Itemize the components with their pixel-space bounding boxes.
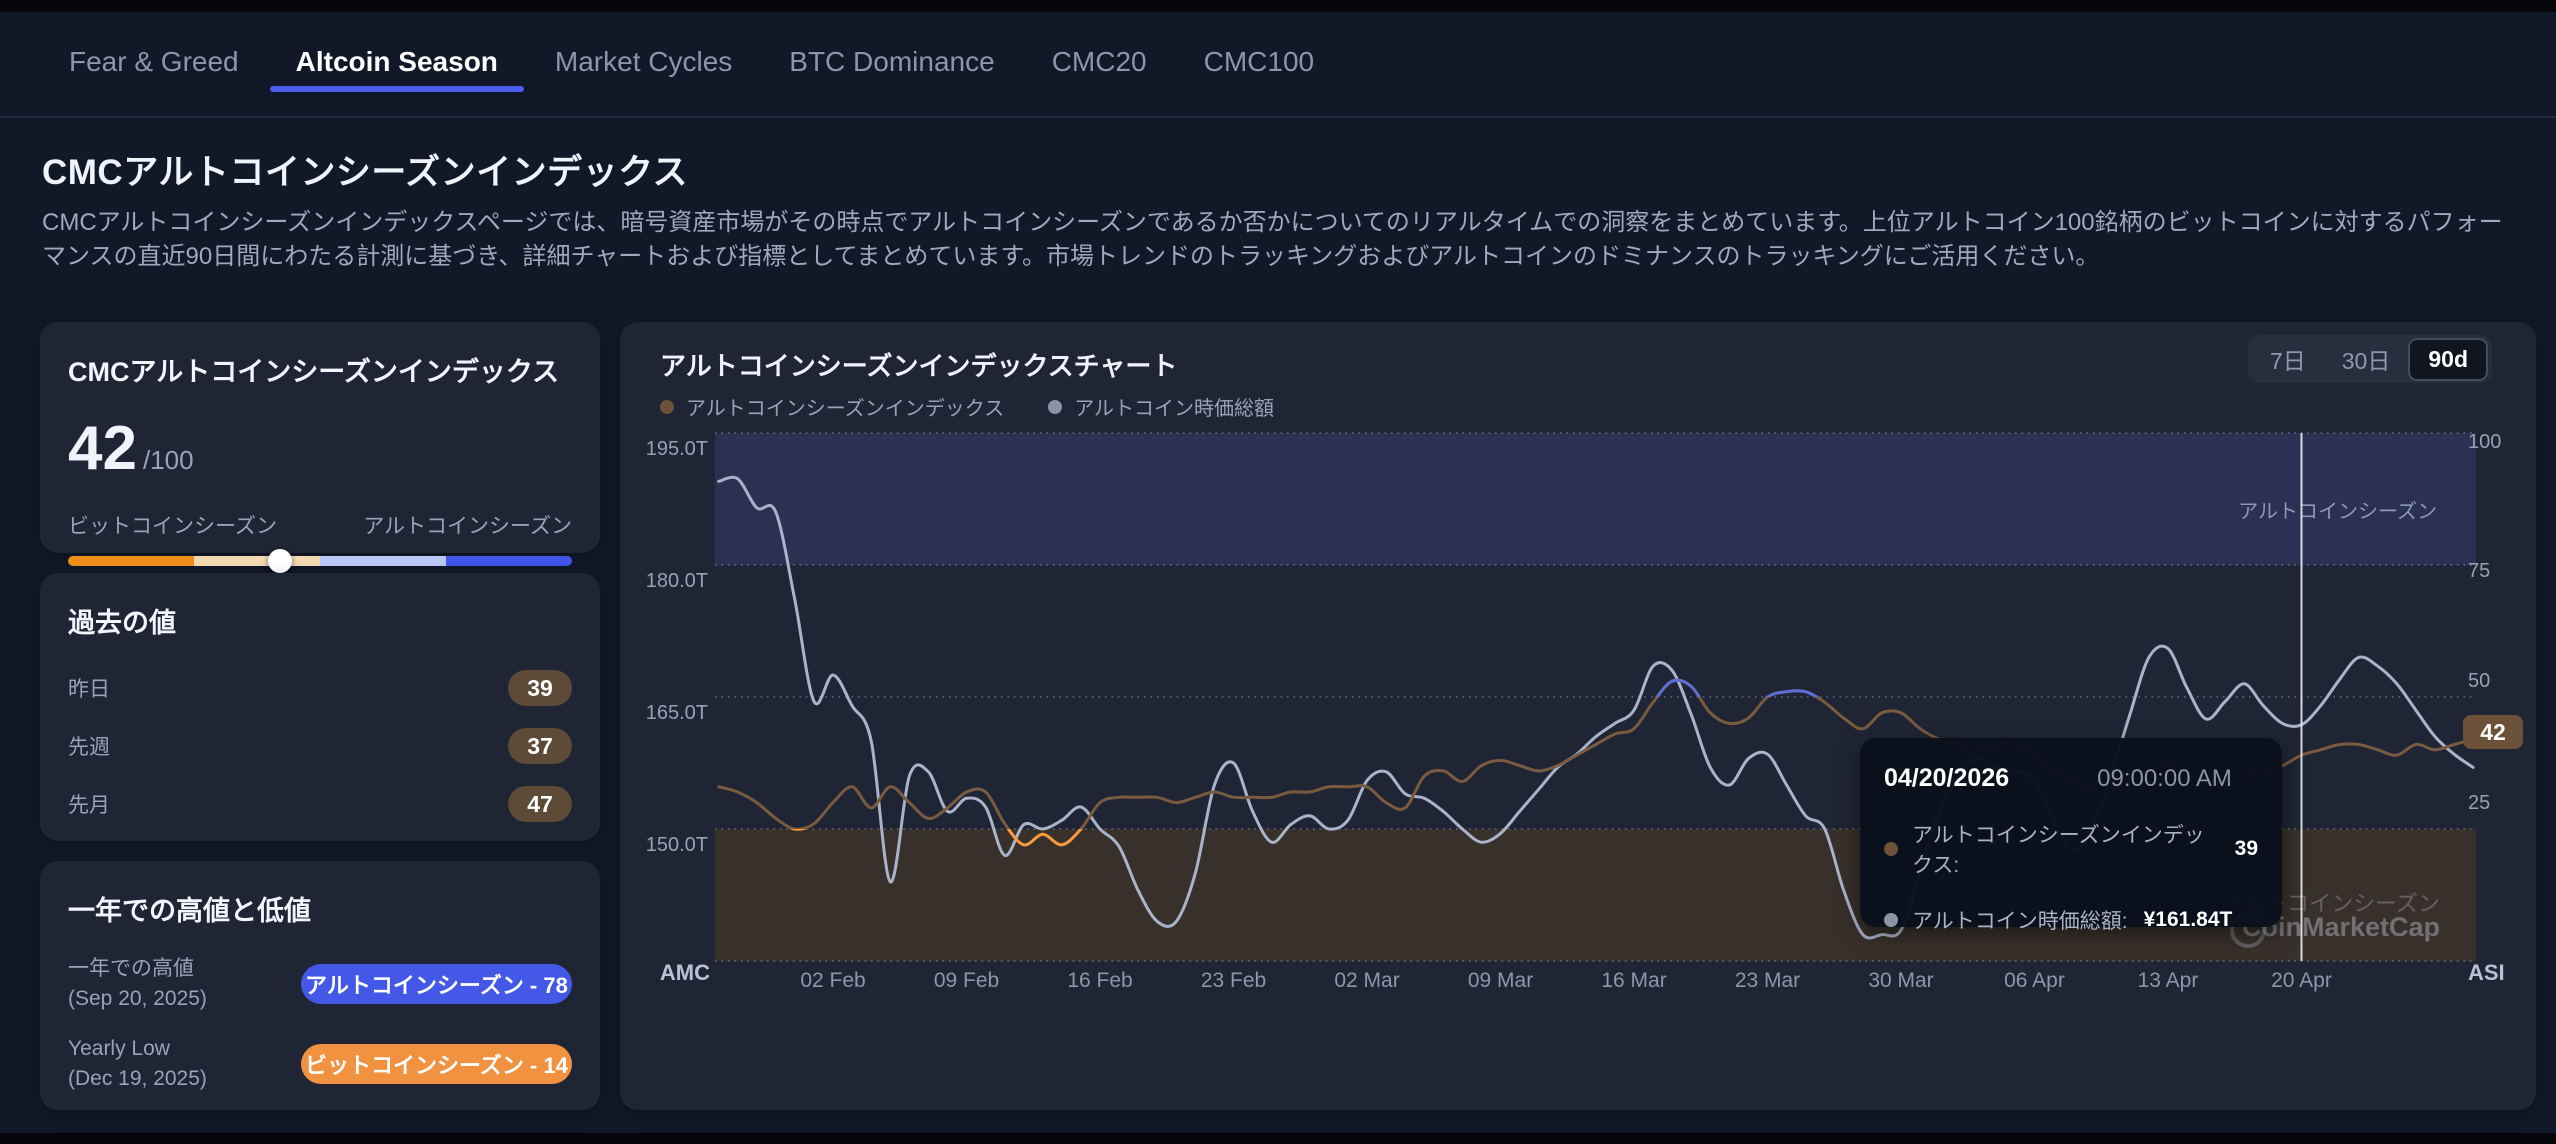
left-axis-tick: 195.0T [646, 438, 708, 460]
yearly-range-card: 一年での高値と低値 一年での高値 (Sep 20, 2025) アルトコインシーズン… [40, 861, 600, 1110]
time-range-button-group: 7日 30日 90d [2247, 335, 2492, 383]
season-gauge-knob[interactable] [267, 549, 292, 573]
marketcap-series-dot-icon [1884, 913, 1898, 927]
season-value-badge: ビットコインシーズン - 14 [301, 1044, 572, 1084]
history-row: 先月 47 [68, 786, 572, 822]
right-axis-tick: 100 [2468, 431, 2501, 453]
left-axis-tick: 150.0T [646, 834, 708, 856]
history-value-badge: 47 [508, 786, 572, 822]
range-button-90d[interactable]: 90d [2408, 337, 2488, 381]
yearly-range-row: Yearly Low (Dec 19, 2025) ビットコインシーズン - 14 [68, 1034, 572, 1094]
index-value-row: 42 /100 [68, 413, 572, 484]
right-axis-tick: 25 [2468, 792, 2490, 814]
index-value: 42 [68, 414, 137, 483]
page-description: CMCアルトコインシーズンインデックスページでは、暗号資産市場がその時点でアルト… [42, 209, 2503, 270]
right-axis-tick: 75 [2468, 560, 2490, 582]
yearly-range-row: 一年での高値 (Sep 20, 2025) アルトコインシーズン - 78 [68, 954, 572, 1014]
x-axis-tick: 30 Mar [1868, 969, 1933, 992]
chart-card: アルトコインシーズンインデックスチャート アルトコインシーズンインデックス アルト… [620, 322, 2536, 1110]
x-axis-tick: 09 Mar [1468, 969, 1533, 992]
tooltip-row-index: アルトコインシーズンインデックス: 39 [1884, 819, 2258, 879]
season-value-badge: アルトコインシーズン - 78 [301, 964, 572, 1004]
x-axis-tick: 23 Feb [1201, 969, 1266, 992]
legend-dot-icon [1048, 399, 1063, 414]
bottom-edge-strip [0, 1133, 2556, 1144]
right-axis-name: ASI [2468, 960, 2505, 985]
yearly-range-rows: 一年での高値 (Sep 20, 2025) アルトコインシーズン - 78 Yearl… [68, 954, 572, 1094]
tab-market-cycles[interactable]: Market Cycles [554, 46, 733, 77]
chart-title: アルトコインシーズンインデックスチャート [660, 351, 1178, 381]
altcoin-season-label: アルトコインシーズン [363, 515, 572, 538]
index-series-dot-icon [1884, 842, 1898, 856]
current-index-badge-value: 42 [2480, 719, 2506, 745]
season-scale-labels: ビットコインシーズン アルトコインシーズン [68, 510, 572, 540]
left-axis-tick: 165.0T [646, 702, 708, 724]
altcoin-index-line-orange-segment [789, 829, 1083, 847]
x-axis-tick: 02 Feb [800, 969, 865, 992]
index-card-title: CMCアルトコインシーズンインデックス [68, 357, 560, 387]
x-axis-tick: 23 Mar [1735, 969, 1800, 992]
range-button-30日[interactable]: 30日 [2341, 348, 2391, 374]
x-axis-tick: 09 Feb [934, 969, 999, 992]
tab-fear-greed[interactable]: Fear & Greed [69, 46, 239, 77]
left-axis-name: AMC [660, 960, 710, 985]
right-axis-tick: 50 [2468, 670, 2490, 692]
x-axis-tick: 13 Apr [2138, 969, 2199, 992]
bitcoin-season-label: ビットコインシーズン [68, 515, 277, 538]
tab-cmc100[interactable]: CMC100 [1203, 46, 1315, 77]
tooltip-marketcap-label: アルトコイン時価総額: [1912, 910, 2128, 933]
legend-item[interactable]: アルトコイン時価総額 [1048, 392, 1274, 421]
tooltip-marketcap-value: ¥161.84T [2143, 908, 2233, 931]
tab-cmc20[interactable]: CMC20 [1051, 46, 1147, 77]
tooltip-index-label: アルトコインシーズンインデックス: [1912, 824, 2205, 877]
tooltip-time: 09:00:00 AM [2097, 765, 2232, 792]
yearly-range-label: 一年での高値 (Sep 20, 2025) [68, 957, 207, 1010]
tooltip-header: 04/20/2026 09:00:00 AM [1884, 764, 2258, 793]
tab-altcoin-season[interactable]: Altcoin Season [269, 46, 525, 116]
top-tab-bar: Fear & Greed Altcoin Season Market Cycles B… [0, 12, 2556, 118]
range-card-title: 一年での高値と低値 [68, 896, 311, 926]
x-axis-tick: 20 Apr [2271, 969, 2332, 992]
altcoin-index-card: CMCアルトコインシーズンインデックス 42 /100 ビットコインシーズン ア… [40, 322, 600, 573]
history-row-label: 昨日 [68, 678, 110, 701]
historical-values-card: 過去の値 昨日 39 先週 37 先月 47 [40, 573, 600, 841]
history-card-title: 過去の値 [68, 608, 176, 638]
history-row-label: 先月 [68, 794, 110, 817]
history-value-badge: 37 [508, 728, 572, 764]
season-gauge-track [68, 549, 572, 573]
legend-label: アルトコインシーズンインデックス [686, 398, 1005, 420]
history-value-badge: 39 [508, 670, 572, 706]
x-axis-tick: 16 Mar [1601, 969, 1666, 992]
tab-btc-dominance[interactable]: BTC Dominance [789, 46, 995, 77]
altcoin-season-band [715, 433, 2476, 565]
x-axis-tick: 02 Mar [1334, 969, 1399, 992]
x-axis-tick: 06 Apr [2004, 969, 2065, 992]
x-axis-tick: 16 Feb [1067, 969, 1132, 992]
history-rows: 昨日 39 先週 37 先月 47 [68, 670, 572, 822]
tooltip-date: 04/20/2026 [1884, 764, 2010, 792]
history-row: 昨日 39 [68, 670, 572, 706]
legend-dot-icon [660, 399, 674, 414]
history-row: 先週 37 [68, 728, 572, 764]
history-row-label: 先週 [68, 736, 110, 759]
range-button-7日[interactable]: 7日 [2269, 348, 2306, 374]
left-axis-tick: 180.0T [646, 570, 708, 592]
page-title: CMCアルトコインシーズンインデックス [42, 153, 689, 192]
legend-item[interactable]: アルトコインシーズンインデックス [660, 392, 1004, 421]
tooltip-row-marketcap: アルトコイン時価総額: ¥161.84T [1884, 905, 2258, 935]
chart-legend: アルトコインシーズンインデックス アルトコイン時価総額 [660, 392, 1274, 421]
yearly-range-label: Yearly Low (Dec 19, 2025) [68, 1037, 207, 1090]
current-index-badge [2463, 715, 2523, 749]
chart-tooltip: 04/20/2026 09:00:00 AM アルトコインシーズンインデックス:… [1860, 738, 2282, 933]
legend-label: アルトコイン時価総額 [1074, 398, 1275, 420]
altcoin-band-label: アルトコインシーズン [2238, 500, 2437, 523]
index-max: /100 [142, 445, 194, 475]
chart-canvas[interactable]: アルトコインシーズンアルトコインシーズンCoinMarketCap195.0T1… [620, 322, 2536, 1110]
tooltip-index-value: 39 [2234, 837, 2258, 860]
top-edge-strip [0, 0, 2556, 12]
marketcap-line [717, 475, 2475, 940]
